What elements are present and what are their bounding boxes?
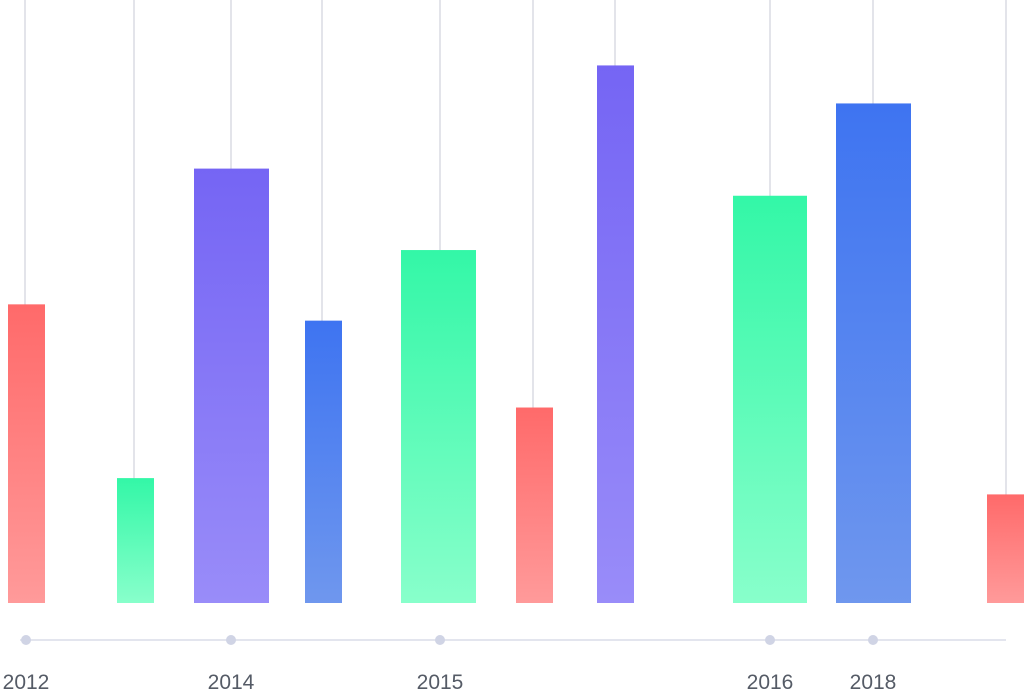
bar-2 (117, 478, 154, 603)
bar-8 (733, 195, 807, 603)
bar-9 (836, 103, 911, 603)
bar-1 (8, 304, 45, 603)
x-axis-tick-labels: 2012 2014 2015 2016 2018 (3, 671, 897, 694)
tick-label-2012: 2012 (3, 671, 50, 694)
bar-6 (516, 407, 553, 603)
tick-dot-2016 (765, 635, 775, 645)
tick-dot-2015 (435, 635, 445, 645)
tick-dot-2012 (21, 635, 31, 645)
tick-label-2015: 2015 (417, 671, 464, 694)
tick-label-2014: 2014 (208, 671, 255, 694)
x-axis-tick-dots (21, 635, 878, 645)
bar-10 (987, 494, 1024, 603)
bar-series (8, 65, 1024, 604)
bar-5 (401, 250, 476, 604)
bar-3 (194, 168, 269, 603)
tick-label-2016: 2016 (747, 671, 794, 694)
tick-dot-2014 (226, 635, 236, 645)
bar-7 (597, 65, 634, 604)
tick-label-2018: 2018 (850, 671, 897, 694)
bar-4 (305, 320, 342, 603)
tick-dot-2018 (868, 635, 878, 645)
